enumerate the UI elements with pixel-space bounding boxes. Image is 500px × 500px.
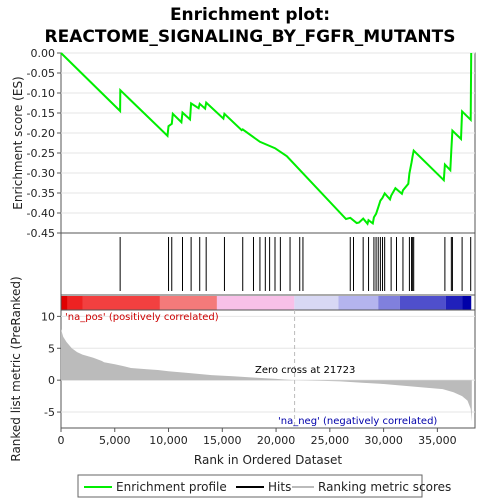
es-y-tick-label: -0.45 <box>27 227 55 240</box>
x-axis: 0 5,000 10,000 15,000 20,000 25,000 30,000 35,0… <box>58 428 457 447</box>
metric-y-axis-label: Ranked list metric (PreRanked) <box>9 276 23 461</box>
ranking-color-bar <box>61 296 472 310</box>
color-bar-segment <box>462 296 472 310</box>
hits-panel-frame <box>60 232 476 296</box>
x-tick-label: 20,000 <box>257 434 296 447</box>
color-bar-segment <box>399 296 446 310</box>
negative-correlation-label: 'na_neg' (negatively correlated) <box>278 416 437 427</box>
color-bar-segment <box>82 296 160 310</box>
hits-marks <box>119 237 472 291</box>
es-y-tick-label: 0.00 <box>31 47 56 60</box>
es-y-tick-label: -0.20 <box>27 127 55 140</box>
enrichment-profile-line <box>60 52 473 226</box>
x-tick-label: 0 <box>58 434 65 447</box>
color-bar-segment <box>445 296 463 310</box>
es-y-tick-label: -0.30 <box>27 167 55 180</box>
metric-y-axis: 10 5 0 -5 <box>41 310 61 419</box>
es-y-tick-label: -0.35 <box>27 187 55 200</box>
x-tick-label: 10,000 <box>149 434 188 447</box>
es-y-tick-label: -0.10 <box>27 87 55 100</box>
es-y-tick-label: -0.05 <box>27 67 55 80</box>
x-tick-label: 25,000 <box>311 434 350 447</box>
legend-label-enrichment-profile: Enrichment profile <box>116 480 227 494</box>
legend-label-ranking-metric: Ranking metric scores <box>318 480 451 494</box>
es-y-tick-label: -0.25 <box>27 147 55 160</box>
color-bar-segment <box>378 296 400 310</box>
es-y-tick-label: -0.40 <box>27 207 55 220</box>
zero-cross-label: Zero cross at 21723 <box>255 365 355 376</box>
metric-y-tick-label: 0 <box>48 374 55 387</box>
es-y-axis-label: Enrichment score (ES) <box>11 76 25 209</box>
color-bar-segment <box>338 296 379 310</box>
x-tick-label: 30,000 <box>364 434 403 447</box>
x-tick-label: 15,000 <box>203 434 242 447</box>
metric-y-tick-label: 5 <box>48 342 55 355</box>
legend-label-hits: Hits <box>268 480 291 494</box>
color-bar-segment <box>61 296 68 310</box>
metric-y-tick-label: -5 <box>44 406 55 419</box>
es-y-tick-label: -0.15 <box>27 107 55 120</box>
chart-title-line2: REACTOME_SIGNALING_BY_FGFR_MUTANTS <box>45 27 456 47</box>
metric-y-tick-label: 10 <box>41 310 55 323</box>
x-axis-label: Rank in Ordered Dataset <box>194 453 342 467</box>
es-panel-frame <box>60 52 476 234</box>
x-tick-label: 35,000 <box>418 434 457 447</box>
ranking-metric-area <box>61 329 472 422</box>
color-bar-segment <box>216 296 295 310</box>
chart-title-line1: Enrichment plot: <box>170 5 330 25</box>
positive-correlation-label: 'na_pos' (positively correlated) <box>65 312 219 323</box>
color-bar-segment <box>294 296 339 310</box>
es-y-axis: 0.00 -0.05 -0.10 -0.15 -0.20 -0.25 -0.30 -0.35 -… <box>27 47 61 240</box>
x-tick-label: 5,000 <box>99 434 131 447</box>
color-bar-segment <box>159 296 217 310</box>
color-bar-segment <box>67 296 83 310</box>
